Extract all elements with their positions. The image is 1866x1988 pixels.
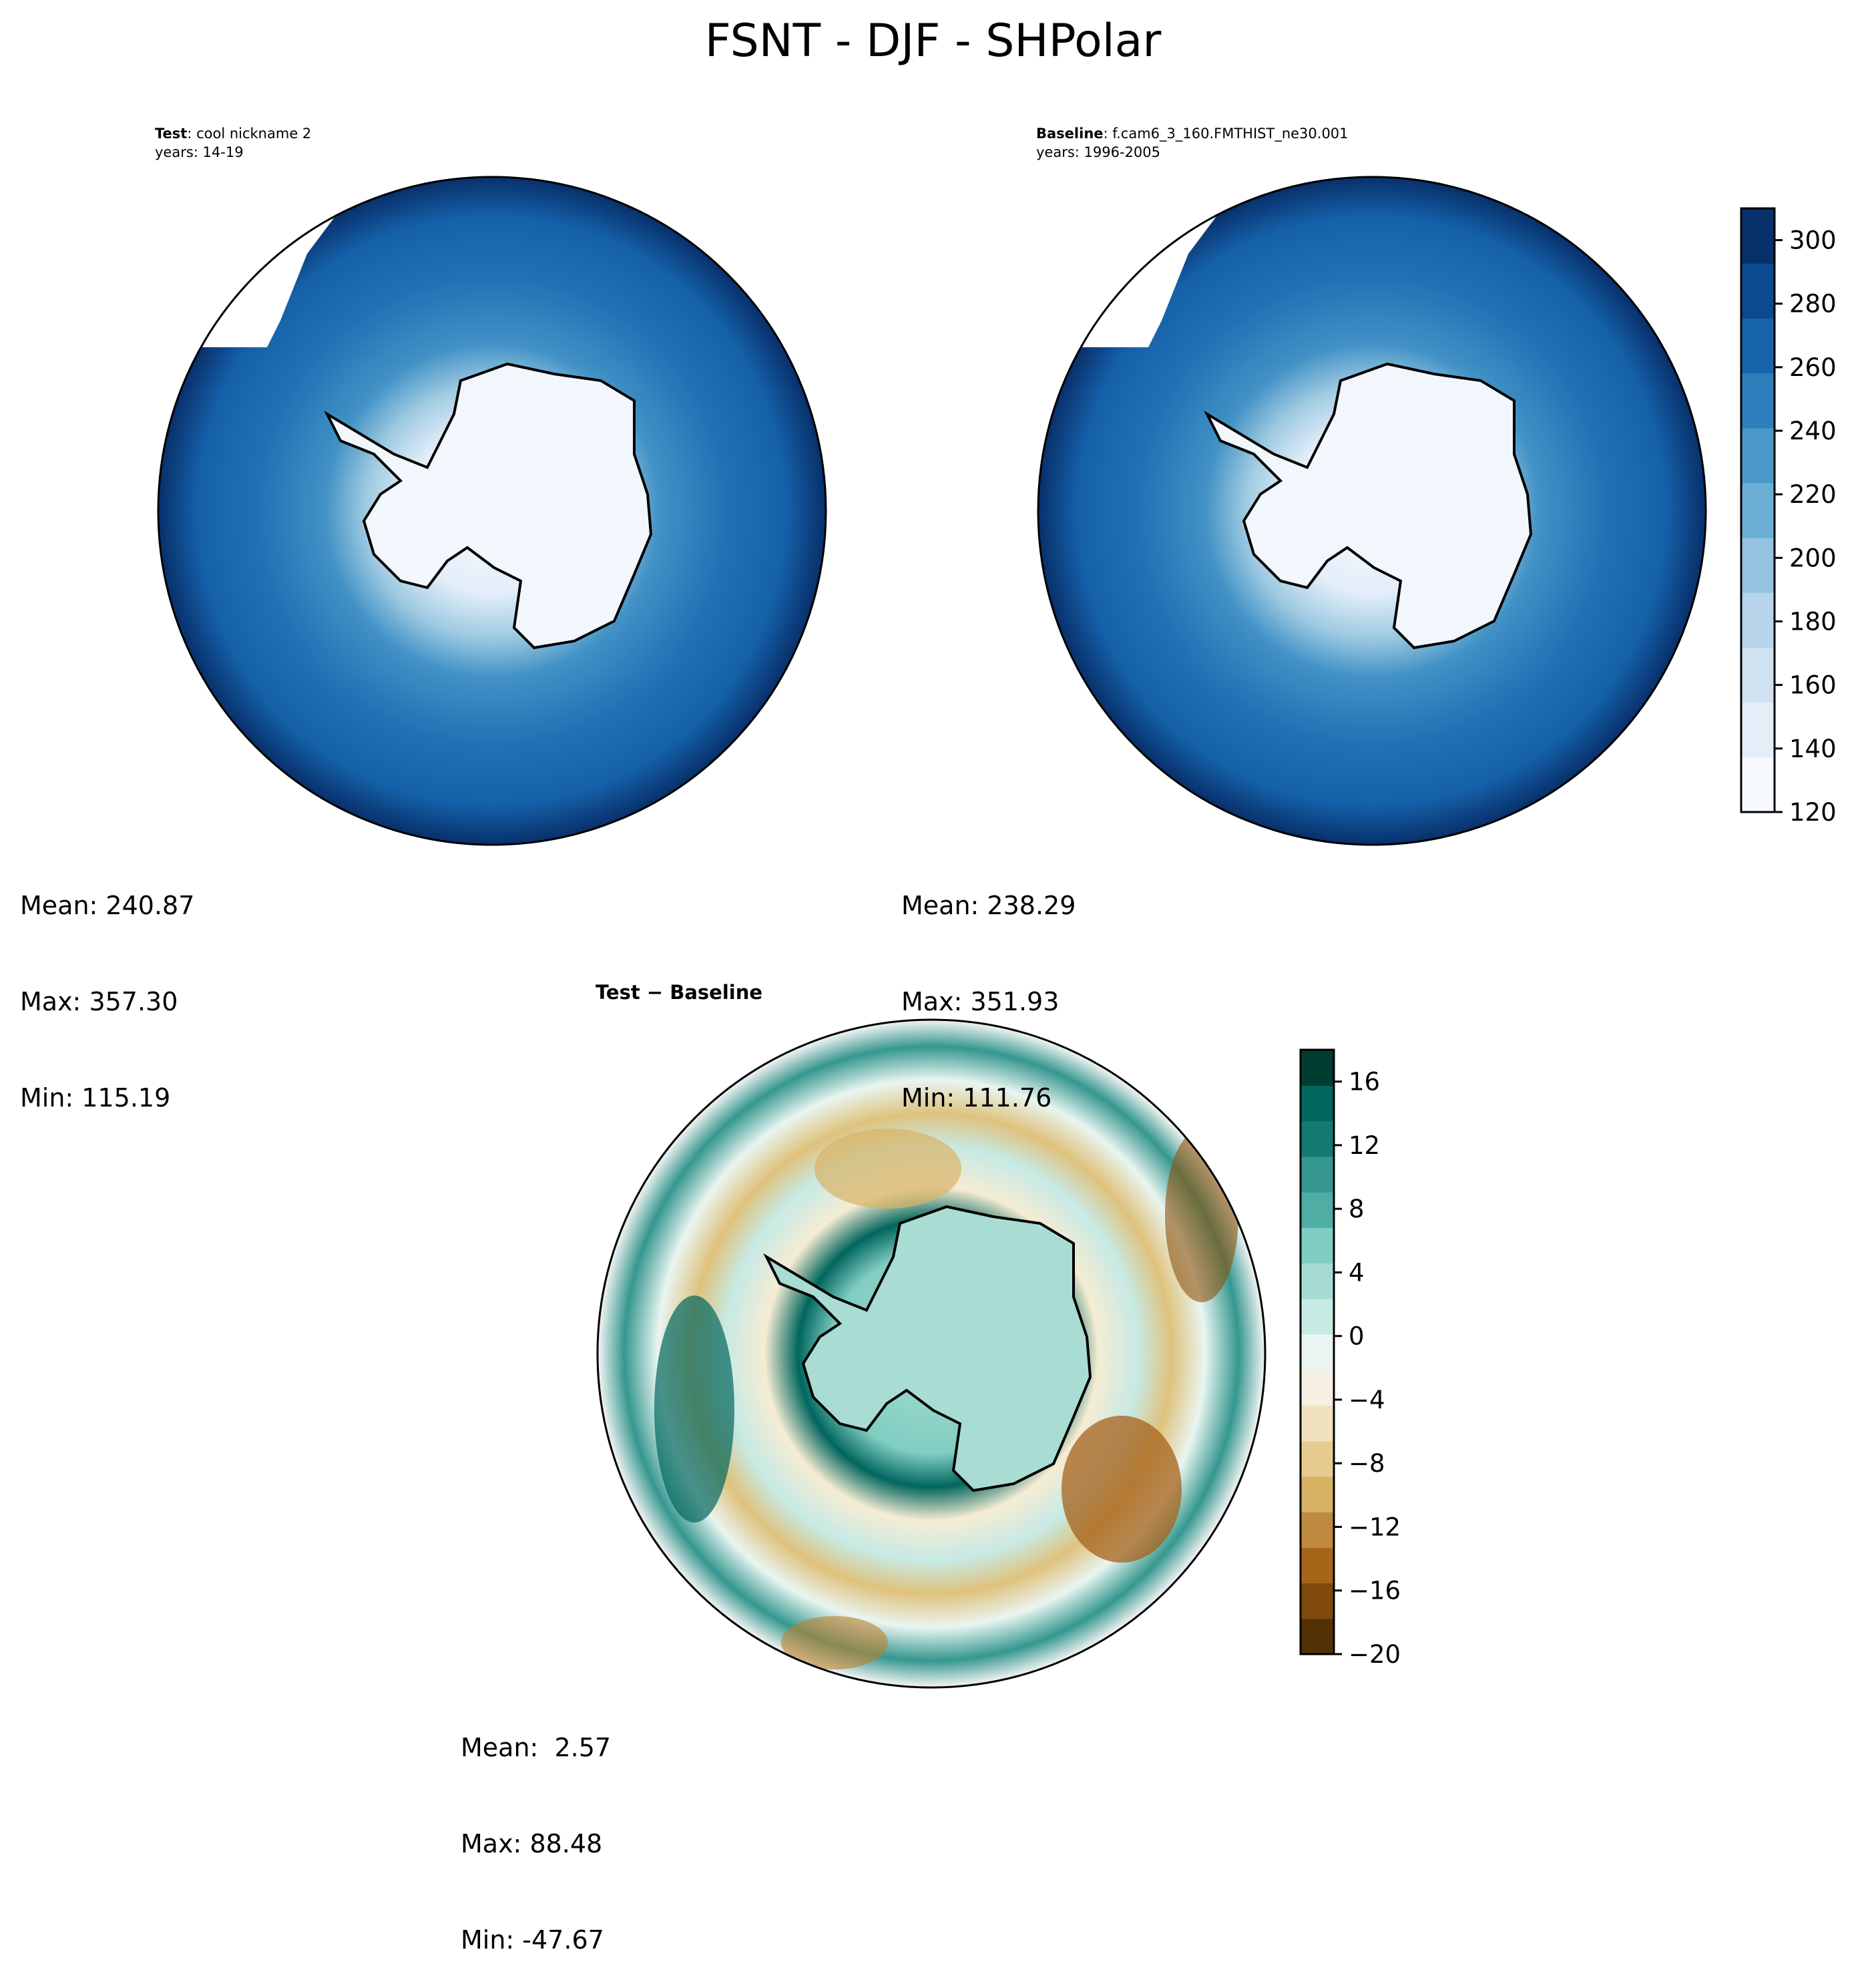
colorbar-tick-label: −4 xyxy=(1349,1386,1385,1414)
diff-negative-anomaly xyxy=(781,1616,888,1669)
colorbar-segment xyxy=(1741,373,1775,429)
colorbar-tick-label: 240 xyxy=(1789,417,1837,445)
colorbar-segment xyxy=(1301,1405,1334,1442)
diff-negative-anomaly xyxy=(1165,1129,1238,1302)
baseline-max: Max: 351.93 xyxy=(901,987,1060,1016)
test-min: Min: 115.19 xyxy=(20,1083,171,1113)
colorbar-segment xyxy=(1301,1085,1334,1122)
diff-colorbar: −20 −16 −12 −8 −4 0 4 8 12 16 xyxy=(1299,1048,1401,1669)
diff-min: Min: -47.67 xyxy=(461,1925,604,1955)
baseline-map xyxy=(1037,176,1707,846)
colorbar-tick-label: 220 xyxy=(1789,480,1837,509)
colorbar-segment xyxy=(1301,1227,1334,1264)
top-colorbar: 120 140 160 180 200 220 240 260 280 300 xyxy=(1740,207,1837,827)
diff-positive-anomaly xyxy=(654,1296,734,1523)
test-stats: Mean: 240.87 Max: 357.30 Min: 115.19 xyxy=(20,825,194,1146)
baseline-stats: Mean: 238.29 Max: 351.93 Min: 111.76 xyxy=(901,825,1076,1146)
test-mean: Mean: 240.87 xyxy=(20,891,195,920)
colorbar-segment xyxy=(1741,263,1775,319)
test-max: Max: 357.30 xyxy=(20,987,178,1016)
colorbar-tick-label: 120 xyxy=(1789,798,1837,827)
colorbar-tick-label: 260 xyxy=(1789,353,1837,382)
test-label: Test xyxy=(155,126,188,142)
colorbar-segment xyxy=(1301,1191,1334,1228)
colorbar-segment xyxy=(1301,1370,1334,1406)
colorbar-segment xyxy=(1301,1512,1334,1548)
colorbar-frame xyxy=(1740,207,1776,813)
colorbar-tick-label: 8 xyxy=(1349,1195,1365,1223)
colorbar-tick-label: 140 xyxy=(1789,735,1837,763)
colorbar-tick-label: −12 xyxy=(1349,1513,1401,1541)
colorbar-segment xyxy=(1741,592,1775,648)
baseline-panel-title: Baseline: f.cam6_3_160.FMTHIST_ne30.001 xyxy=(1036,124,1349,143)
colorbar-segment xyxy=(1301,1121,1334,1157)
colorbar-segment xyxy=(1741,538,1775,593)
colorbar-segment xyxy=(1301,1583,1334,1619)
colorbar-tick-label: 4 xyxy=(1349,1258,1365,1287)
colorbar-tick-label: 16 xyxy=(1349,1068,1380,1097)
baseline-years: years: 1996-2005 xyxy=(1036,144,1161,160)
baseline-label: Baseline xyxy=(1036,126,1104,142)
colorbar-segment xyxy=(1301,1618,1334,1655)
colorbar-tick-label: 0 xyxy=(1349,1322,1365,1351)
baseline-case-name: : f.cam6_3_160.FMTHIST_ne30.001 xyxy=(1103,126,1349,142)
diff-negative-anomaly xyxy=(1062,1416,1182,1563)
colorbar-tick-label: 180 xyxy=(1789,608,1837,636)
figure-title: FSNT - DJF - SHPolar xyxy=(704,15,1162,67)
diff-max: Max: 88.48 xyxy=(461,1829,603,1858)
diff-map-boundary xyxy=(596,1018,1266,1689)
colorbar-segment xyxy=(1301,1547,1334,1584)
baseline-map-boundary xyxy=(1037,176,1707,846)
diff-mean: Mean: 2.57 xyxy=(461,1733,612,1762)
colorbar-tick-label: 200 xyxy=(1789,544,1837,572)
colorbar-tick-label: −8 xyxy=(1349,1449,1385,1478)
test-antarctica xyxy=(324,362,653,650)
colorbar-tick-label: −16 xyxy=(1349,1577,1401,1605)
colorbar-segment xyxy=(1301,1050,1334,1086)
test-map-boundary xyxy=(157,176,827,846)
colorbar-segment xyxy=(1301,1298,1334,1335)
colorbar-tick-label: 300 xyxy=(1789,226,1837,255)
diff-negative-anomaly xyxy=(814,1129,961,1209)
test-case-name: : cool nickname 2 xyxy=(187,126,312,142)
colorbar-tick-label: −20 xyxy=(1349,1640,1401,1669)
test-years: years: 14-19 xyxy=(155,144,244,160)
colorbar-segment xyxy=(1741,702,1775,758)
colorbar-segment xyxy=(1741,318,1775,374)
colorbar-segment xyxy=(1301,1334,1334,1370)
colorbar-segment xyxy=(1741,208,1775,264)
colorbar-tick-label: 280 xyxy=(1789,290,1837,319)
baseline-mean: Mean: 238.29 xyxy=(901,891,1076,920)
colorbar-segment xyxy=(1301,1156,1334,1193)
colorbar-segment xyxy=(1741,647,1775,703)
diff-map xyxy=(596,1018,1266,1689)
colorbar-frame xyxy=(1299,1048,1335,1655)
test-panel-title: Test: cool nickname 2 xyxy=(155,124,311,143)
diff-panel-title: Test − Baseline xyxy=(596,981,763,1004)
colorbar-tick-label: 12 xyxy=(1349,1131,1380,1160)
diff-antarctica xyxy=(763,1205,1092,1493)
colorbar-tick-label: 160 xyxy=(1789,671,1837,700)
baseline-min: Min: 111.76 xyxy=(901,1083,1052,1113)
colorbar-segment xyxy=(1741,482,1775,538)
colorbar-segment xyxy=(1741,757,1775,813)
colorbar-segment xyxy=(1301,1263,1334,1300)
test-map xyxy=(157,176,827,846)
colorbar-segment xyxy=(1301,1440,1334,1477)
colorbar-segment xyxy=(1301,1476,1334,1513)
baseline-antarctica xyxy=(1204,362,1533,650)
diff-stats: Mean: 2.57 Max: 88.48 Min: -47.67 xyxy=(461,1667,611,1988)
colorbar-segment xyxy=(1741,427,1775,483)
